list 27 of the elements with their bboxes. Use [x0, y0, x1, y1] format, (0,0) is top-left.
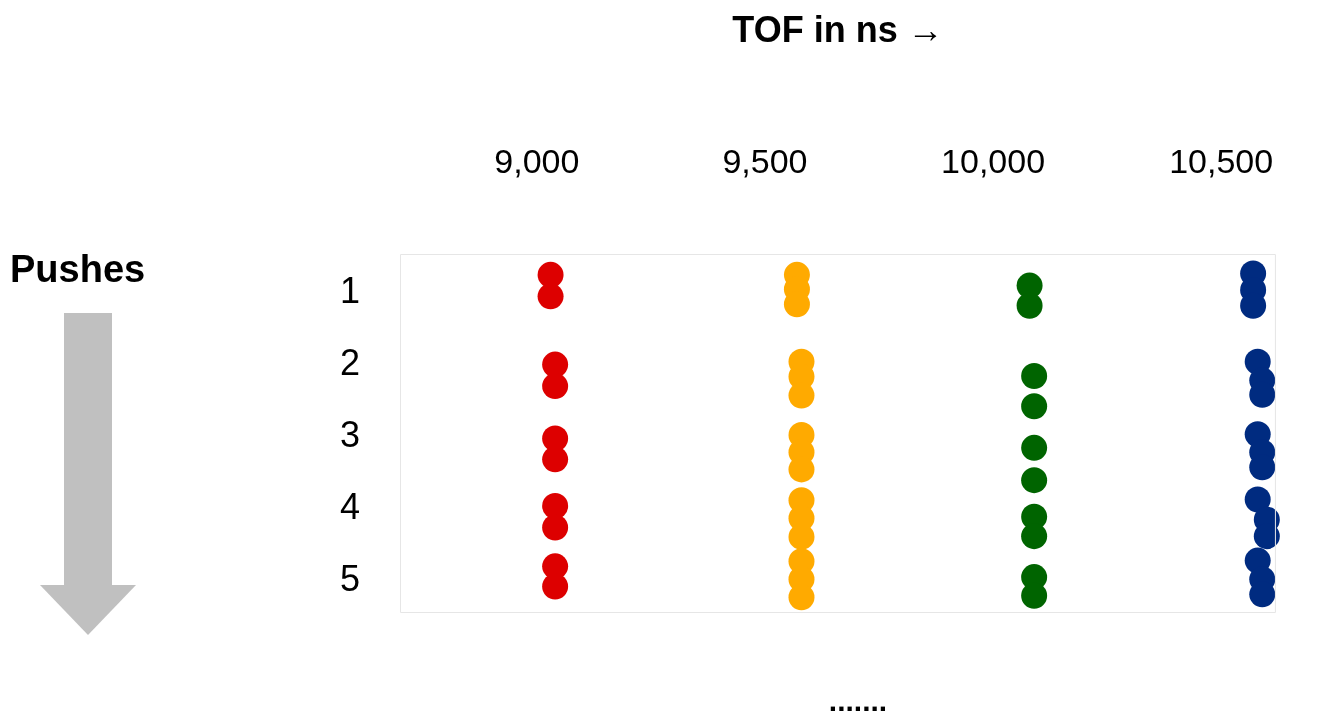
point	[1021, 467, 1048, 494]
y-tick-label: 1	[339, 270, 361, 312]
x-tick-label: 9,500	[722, 141, 808, 180]
y-tick-label: 3	[339, 414, 361, 456]
x-tick-label: 10,000	[941, 141, 1046, 180]
point	[542, 446, 569, 473]
point	[542, 493, 569, 520]
x-tick-label: 9,000	[494, 141, 580, 180]
point	[1016, 292, 1043, 319]
point	[1244, 486, 1271, 513]
x-axis-title: TOF in ns →	[732, 8, 944, 50]
y-tick-label: 5	[339, 557, 361, 599]
y-tick-label: 2	[339, 342, 361, 384]
point	[542, 373, 569, 400]
text: .......	[828, 684, 888, 718]
y-tick-label: 4	[339, 485, 361, 527]
point	[1021, 434, 1048, 461]
point	[537, 261, 564, 288]
point	[1021, 523, 1048, 550]
point	[542, 573, 569, 600]
point	[1021, 393, 1048, 420]
point	[542, 514, 569, 541]
point	[537, 283, 564, 310]
point	[1021, 363, 1048, 390]
x-tick-label: 10,500	[1169, 141, 1274, 180]
text: Pushes	[10, 248, 146, 291]
point	[542, 351, 569, 378]
